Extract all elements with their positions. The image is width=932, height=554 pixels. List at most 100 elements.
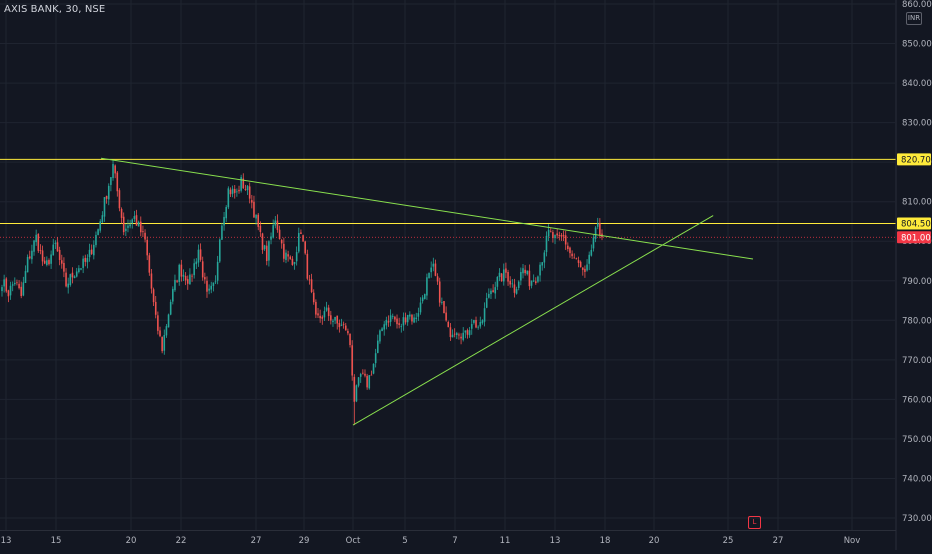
candle-body <box>71 272 74 278</box>
currency-badge[interactable]: INR <box>906 12 922 25</box>
candle-body <box>477 326 479 328</box>
candle-body <box>579 261 582 268</box>
candle-body <box>332 320 334 323</box>
candle-body <box>537 276 539 282</box>
candle-body <box>95 234 97 246</box>
candle-body <box>509 280 511 285</box>
candle-body <box>268 241 270 261</box>
candle-body <box>31 250 33 260</box>
candle-body <box>163 335 166 351</box>
candle-body <box>513 284 516 293</box>
candle-body <box>488 293 490 298</box>
candle-body <box>517 281 520 288</box>
candle-body <box>413 317 415 323</box>
candle-body <box>191 275 193 277</box>
candle-body <box>485 298 488 308</box>
candle-body <box>351 345 353 376</box>
candle-body <box>342 323 345 325</box>
candle-body <box>37 233 40 251</box>
time-tick-label: 5 <box>402 536 407 546</box>
candle-body <box>577 260 580 263</box>
candle-body <box>176 280 178 282</box>
candle-body <box>122 216 125 233</box>
time-tick-label: 22 <box>176 536 187 546</box>
candle-body <box>78 268 80 273</box>
time-tick-label: 11 <box>500 536 511 546</box>
candle-body <box>492 290 494 293</box>
candle-body <box>146 239 148 256</box>
candle-body <box>39 250 42 251</box>
candle-body <box>52 244 55 256</box>
candle-body <box>366 375 368 388</box>
candle-body <box>520 271 522 281</box>
trendline[interactable] <box>352 215 714 426</box>
candle-body <box>118 190 121 209</box>
candle-body <box>364 373 366 376</box>
candle-body <box>522 268 524 274</box>
candle-body <box>112 164 114 179</box>
candle-body <box>466 330 469 335</box>
candle-body <box>161 337 163 352</box>
time-axis[interactable]: 13 15 20 22 27 29 Oct 5 7 11 13 18 20 25 27 Nov <box>0 530 896 547</box>
candle-body <box>404 317 407 323</box>
candle-body <box>560 235 563 237</box>
candle-body <box>500 273 503 282</box>
candle-body <box>599 223 601 236</box>
candle-body <box>154 301 157 315</box>
candle-body <box>88 249 91 258</box>
candle-body <box>48 260 50 265</box>
candle-body <box>581 267 584 270</box>
candle-body <box>90 249 93 254</box>
candle-body <box>167 314 170 328</box>
price-tick-label: 840.00 <box>902 79 932 89</box>
candle-body <box>415 317 418 319</box>
candle-body <box>315 301 317 315</box>
candle-body <box>462 332 465 340</box>
candle-body <box>152 289 155 303</box>
candle-body <box>586 264 588 271</box>
candle-body <box>379 330 381 342</box>
candle-body <box>479 321 482 327</box>
time-tick-label: 15 <box>51 536 62 546</box>
price-line-label: 804.50 <box>901 219 931 229</box>
candle-body <box>159 330 161 337</box>
candle-body <box>502 269 505 282</box>
candle-body <box>278 229 281 239</box>
price-tick-label: 850.00 <box>902 40 932 50</box>
candle-body <box>535 281 537 284</box>
candle-body <box>270 236 272 240</box>
candle-body <box>131 219 134 224</box>
candle-body <box>541 262 544 266</box>
price-line-label-bg <box>897 217 931 230</box>
trendline[interactable] <box>100 157 754 260</box>
candle-body <box>189 274 191 285</box>
candle-body <box>470 324 473 329</box>
price-tick-label: 860.00 <box>902 0 932 10</box>
candle-body <box>33 240 35 252</box>
candle-body <box>169 301 172 315</box>
candle-body <box>362 372 364 374</box>
candle-body <box>300 232 302 235</box>
time-tick-label: 27 <box>251 536 262 546</box>
trendlines <box>100 157 754 426</box>
candle-body <box>552 232 554 239</box>
candle-body <box>434 263 437 276</box>
candle-body <box>441 302 443 303</box>
candle-body <box>227 188 230 208</box>
price-axis[interactable]: 860.00850.00840.00830.00820.00810.00800.… <box>895 0 932 550</box>
candle-body <box>3 279 5 287</box>
candle-body <box>436 276 439 282</box>
candle-body <box>370 374 373 376</box>
time-tick-label: 27 <box>773 536 784 546</box>
candle-body <box>242 178 245 189</box>
candle-body <box>238 189 240 192</box>
candle-body <box>231 188 234 194</box>
time-tick-label: 20 <box>649 536 660 546</box>
candle-body <box>430 267 432 273</box>
log-scale-toggle[interactable]: L <box>748 516 761 529</box>
candle-body <box>259 225 262 232</box>
candle-body <box>107 185 110 200</box>
candle-body <box>5 278 8 292</box>
